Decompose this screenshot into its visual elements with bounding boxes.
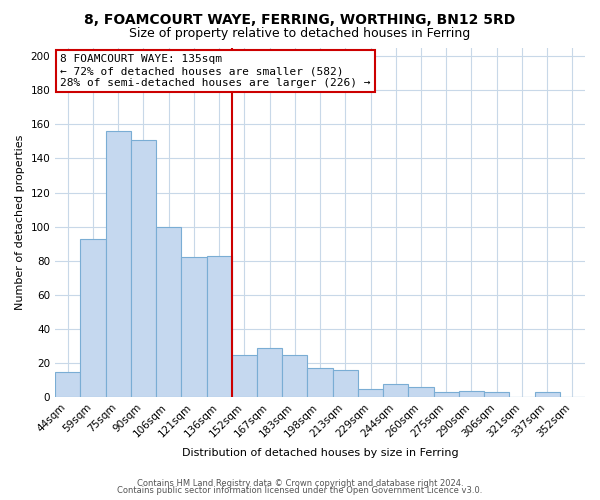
- Bar: [383, 384, 409, 398]
- Bar: [55, 372, 80, 398]
- Bar: [282, 355, 307, 398]
- Text: Contains HM Land Registry data © Crown copyright and database right 2024.: Contains HM Land Registry data © Crown c…: [137, 478, 463, 488]
- Bar: [459, 390, 484, 398]
- Bar: [535, 392, 560, 398]
- Bar: [484, 392, 509, 398]
- Bar: [409, 387, 434, 398]
- Bar: [232, 355, 257, 398]
- Bar: [434, 392, 459, 398]
- Bar: [307, 368, 332, 398]
- Bar: [80, 238, 106, 398]
- Y-axis label: Number of detached properties: Number of detached properties: [15, 135, 25, 310]
- Bar: [257, 348, 282, 398]
- Bar: [206, 256, 232, 398]
- Bar: [156, 226, 181, 398]
- Bar: [106, 131, 131, 398]
- X-axis label: Distribution of detached houses by size in Ferring: Distribution of detached houses by size …: [182, 448, 458, 458]
- Bar: [181, 258, 206, 398]
- Text: 8, FOAMCOURT WAYE, FERRING, WORTHING, BN12 5RD: 8, FOAMCOURT WAYE, FERRING, WORTHING, BN…: [85, 12, 515, 26]
- Text: Contains public sector information licensed under the Open Government Licence v3: Contains public sector information licen…: [118, 486, 482, 495]
- Bar: [358, 389, 383, 398]
- Bar: [131, 140, 156, 398]
- Bar: [332, 370, 358, 398]
- Text: 8 FOAMCOURT WAYE: 135sqm
← 72% of detached houses are smaller (582)
28% of semi-: 8 FOAMCOURT WAYE: 135sqm ← 72% of detach…: [61, 54, 371, 88]
- Text: Size of property relative to detached houses in Ferring: Size of property relative to detached ho…: [130, 28, 470, 40]
